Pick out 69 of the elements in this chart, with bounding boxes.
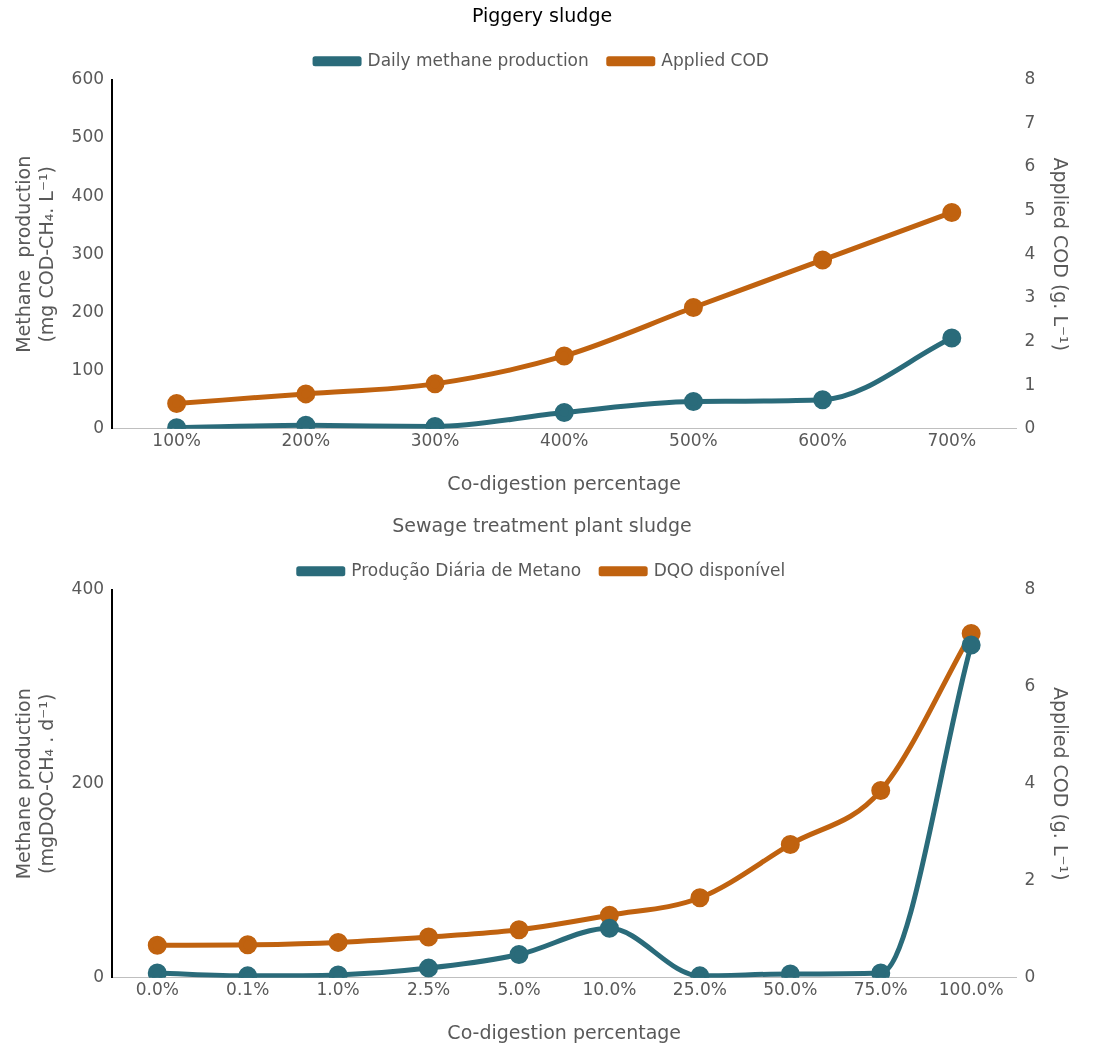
point xyxy=(147,935,167,955)
y-axis-title: Methane production (mgDQO-CH₄ . d⁻¹) xyxy=(12,688,58,880)
x-tick-label: 200% xyxy=(281,430,331,451)
point xyxy=(683,298,703,318)
y-axis-title: Methane production (mg COD-CH₄. L⁻¹) xyxy=(12,155,58,353)
point xyxy=(942,202,962,222)
point xyxy=(509,920,529,940)
legend-label: Applied COD xyxy=(661,49,769,70)
y2-tick-label: 6 xyxy=(1024,675,1036,696)
point xyxy=(961,635,981,655)
x-tick-label: 100% xyxy=(152,430,201,451)
point xyxy=(554,346,574,366)
y2-tick-label: 3 xyxy=(1024,286,1036,307)
point xyxy=(871,781,891,801)
x-tick-label: 0.0% xyxy=(135,979,179,1000)
x-tick-label: 75.0% xyxy=(853,979,908,1000)
x-axis-title: Co-digestion percentage xyxy=(447,471,682,494)
legend-label: Produção Diária de Metano xyxy=(351,559,582,580)
x-tick-label: 10.0% xyxy=(582,979,637,1000)
y2-tick-label: 7 xyxy=(1024,111,1036,132)
x-tick-label: 400% xyxy=(539,430,589,451)
x-tick-label: 2.5% xyxy=(406,979,451,1000)
y2-tick-label: 2 xyxy=(1024,869,1036,890)
y-tick-label: 400 xyxy=(71,578,105,599)
x-axis-title: Co-digestion percentage xyxy=(447,1020,682,1043)
y2-axis-title: Applied COD (g. L⁻¹) xyxy=(1049,157,1072,352)
point xyxy=(296,384,316,404)
x-tick-label: 0.1% xyxy=(226,979,270,1000)
x-tick-label: 1.0% xyxy=(316,979,360,1000)
y2-tick-label: 0 xyxy=(1024,966,1036,987)
y-tick-label: 100 xyxy=(71,359,105,380)
legend-label: Daily methane production xyxy=(367,49,589,70)
point xyxy=(780,834,800,854)
point xyxy=(238,935,258,955)
legend-label: DQO disponível xyxy=(653,559,786,580)
chart-title: Piggery sludge xyxy=(471,4,613,27)
x-tick-label: 300% xyxy=(410,430,460,451)
y2-axis-title: Applied COD (g. L⁻¹) xyxy=(1049,687,1072,881)
point xyxy=(167,394,187,413)
y2-tick-label: 6 xyxy=(1024,155,1036,176)
y-tick-label: 0 xyxy=(93,417,105,438)
y2-tick-label: 5 xyxy=(1024,199,1036,220)
x-tick-label: 700% xyxy=(927,430,977,451)
y2-tick-label: 2 xyxy=(1024,329,1036,350)
y-tick-label: 0 xyxy=(93,966,105,987)
x-tick-label: 500% xyxy=(669,430,718,451)
y-tick-label: 200 xyxy=(71,772,105,793)
y2-tick-label: 0 xyxy=(1024,417,1036,438)
chart-title: Sewage treatment plant sludge xyxy=(392,514,692,537)
x-tick-label: 5.0% xyxy=(497,979,541,1000)
x-tick-label: 100.0% xyxy=(938,979,1004,1000)
point xyxy=(813,250,833,270)
y-tick-label: 500 xyxy=(71,126,105,147)
x-tick-label: 600% xyxy=(798,430,847,451)
y2-tick-label: 4 xyxy=(1024,772,1036,793)
point xyxy=(419,927,439,947)
y-tick-label: 200 xyxy=(71,300,105,321)
y2-tick-label: 1 xyxy=(1024,373,1036,394)
point xyxy=(328,932,348,952)
x-tick-label: 50.0% xyxy=(763,979,818,1000)
point xyxy=(690,888,710,908)
point xyxy=(425,374,445,394)
y-tick-label: 300 xyxy=(71,242,105,263)
y-tick-label: 600 xyxy=(71,68,105,89)
y2-tick-label: 8 xyxy=(1024,68,1036,89)
x-tick-label: 25.0% xyxy=(672,979,727,1000)
y2-tick-label: 4 xyxy=(1024,242,1036,263)
y2-tick-label: 8 xyxy=(1024,578,1036,599)
y-tick-label: 400 xyxy=(71,184,105,205)
